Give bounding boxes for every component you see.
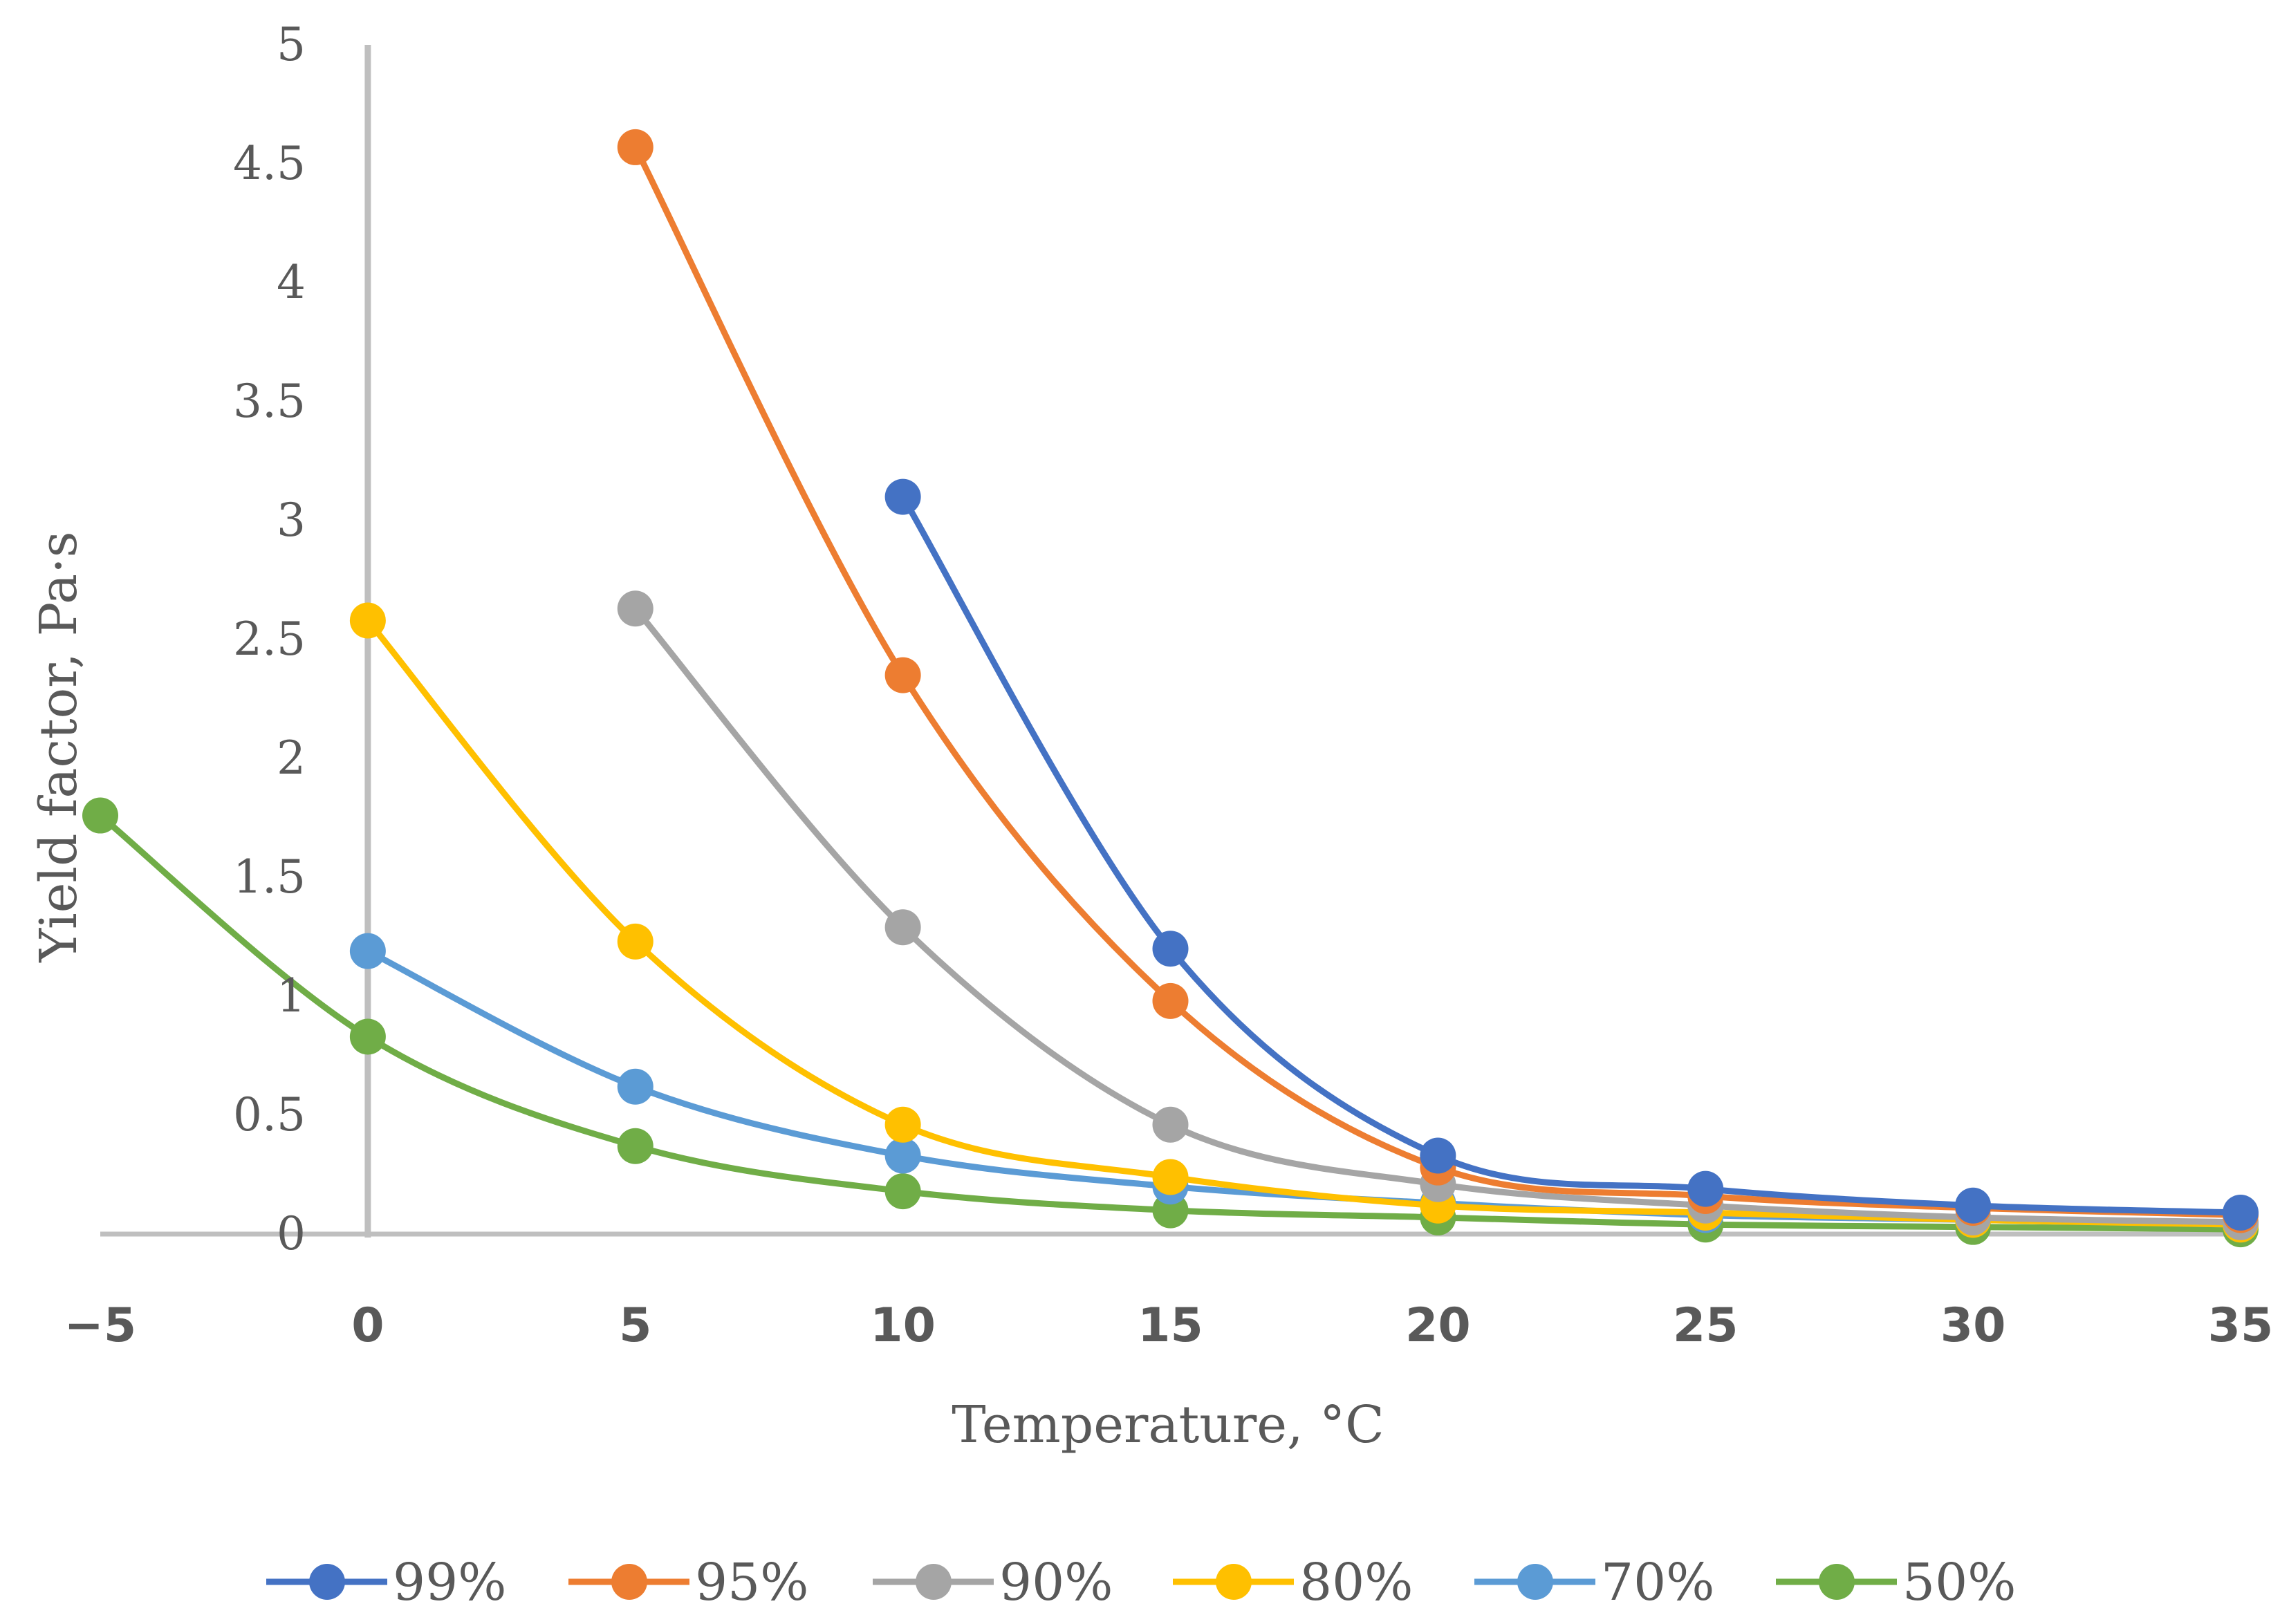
- y-tick-label: 0: [277, 1207, 306, 1260]
- data-point-80: [884, 1106, 921, 1143]
- legend-marker-99: [309, 1564, 345, 1600]
- y-tick-label: 0.5: [233, 1088, 306, 1141]
- y-tick-label: 3: [277, 494, 306, 547]
- y-axis-title: Yield factor, Pa·s: [29, 531, 89, 962]
- y-tick-label: 2: [277, 731, 306, 785]
- x-tick-label: −5: [64, 1298, 136, 1353]
- data-point-99: [1687, 1170, 1724, 1207]
- data-point-95: [1152, 982, 1189, 1019]
- legend-label-50: 50%: [1902, 1553, 2016, 1612]
- x-tick-label: 0: [351, 1298, 384, 1353]
- data-point-70: [617, 1068, 654, 1105]
- data-point-90: [617, 590, 654, 627]
- legend: 99% 95% 90% 80% 70% 50%: [266, 1553, 2016, 1612]
- x-tick-label: 5: [619, 1298, 651, 1353]
- data-point-50: [349, 1018, 386, 1055]
- legend-label-80: 80%: [1299, 1553, 1413, 1612]
- y-tick-label: 3.5: [233, 375, 306, 428]
- data-point-70: [884, 1137, 921, 1174]
- y-tick-label: 1: [277, 969, 306, 1023]
- data-point-95: [617, 129, 654, 165]
- legend-marker-90: [916, 1564, 952, 1600]
- legend-item-80: 80%: [1173, 1553, 1413, 1612]
- data-point-99: [1152, 931, 1189, 967]
- legend-label-99: 99%: [393, 1553, 506, 1612]
- data-point-80: [349, 602, 386, 639]
- legend-item-95: 95%: [568, 1553, 808, 1612]
- legend-marker-70: [1517, 1564, 1553, 1600]
- data-point-50: [82, 797, 118, 834]
- legend-label-90: 90%: [999, 1553, 1113, 1612]
- series-layer: [82, 129, 2259, 1248]
- x-tick-label: 20: [1405, 1298, 1471, 1353]
- tick-labels: 0 0.5 1 1.5 2 2.5 3 3.5 4 4.5 5 −5 0 5 10 15 20 25 30 35: [64, 18, 2273, 1353]
- x-tick-label: 25: [1673, 1298, 1739, 1353]
- data-point-99: [1955, 1187, 1992, 1224]
- data-point-90: [884, 909, 921, 946]
- series-99-percent: [884, 478, 2259, 1231]
- data-point-99: [884, 478, 921, 515]
- data-point-50: [884, 1173, 921, 1210]
- legend-label-95: 95%: [695, 1553, 808, 1612]
- x-tick-label: 30: [1940, 1298, 2006, 1353]
- y-tick-label: 5: [277, 18, 306, 71]
- legend-item-50: 50%: [1776, 1553, 2016, 1612]
- y-tick-label: 4.5: [233, 137, 306, 190]
- legend-item-99: 99%: [266, 1553, 506, 1612]
- legend-item-70: 70%: [1474, 1553, 1714, 1612]
- x-tick-label: 15: [1138, 1298, 1203, 1353]
- y-tick-label: 4: [277, 256, 306, 309]
- data-point-90: [1152, 1106, 1189, 1143]
- data-point-99: [2223, 1195, 2259, 1231]
- data-point-99: [1420, 1137, 1456, 1174]
- y-tick-label: 1.5: [233, 850, 306, 904]
- data-point-70: [349, 933, 386, 969]
- data-point-50: [617, 1128, 654, 1164]
- legend-marker-50: [1819, 1564, 1855, 1600]
- data-point-95: [884, 657, 921, 693]
- x-tick-label: 10: [870, 1298, 936, 1353]
- y-tick-label: 2.5: [233, 613, 306, 666]
- legend-item-90: 90%: [873, 1553, 1113, 1612]
- legend-marker-95: [611, 1564, 647, 1600]
- x-axis-title: Temperature, °C: [952, 1395, 1384, 1455]
- legend-marker-80: [1216, 1564, 1252, 1600]
- data-point-80: [1152, 1159, 1189, 1195]
- data-point-80: [617, 923, 654, 960]
- x-tick-label: 35: [2208, 1298, 2274, 1353]
- legend-label-70: 70%: [1601, 1553, 1714, 1612]
